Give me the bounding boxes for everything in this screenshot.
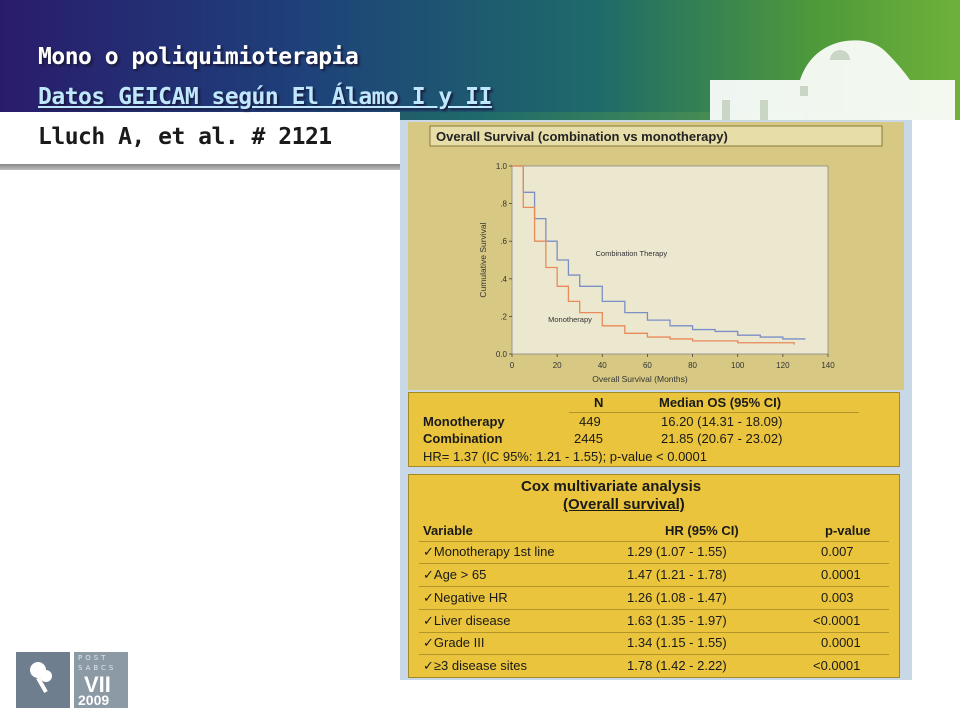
table2-header-hr: HR (95% CI) — [665, 523, 739, 538]
slide-subtitle-link[interactable]: Datos GEICAM según El Álamo I y II — [38, 84, 492, 110]
chart-title-box — [429, 125, 883, 147]
table2-row-pvalue: 0.007 — [821, 544, 854, 559]
ribbon-icon — [30, 662, 52, 693]
table1-footer-hr: HR= 1.37 (IC 95%: 1.21 - 1.55); p-value … — [423, 449, 708, 464]
table2-row-variable: ✓Age > 65 — [423, 567, 487, 582]
table1-row-os: 16.20 (14.31 - 18.09) — [661, 414, 783, 429]
logo-sabcs-text: SABCS — [78, 664, 117, 672]
x-axis-label: Overall Survival (Months) — [592, 374, 688, 384]
table2-row-variable: ✓Monotherapy 1st line — [423, 544, 555, 559]
logo-post-text: POST — [78, 654, 109, 662]
y-tick-label: .4 — [500, 275, 507, 284]
table2-row-rule — [419, 632, 889, 633]
header-banner-strip — [0, 112, 960, 120]
table2-row-hr: 1.78 (1.42 - 2.22) — [627, 658, 727, 673]
logo-roman-numeral: VII — [84, 672, 111, 697]
table2-row-pvalue: 0.0001 — [821, 567, 861, 582]
x-tick-label: 120 — [776, 361, 790, 370]
table2-row-pvalue: 0.003 — [821, 590, 854, 605]
table2-row-variable: ✓≥3 disease sites — [423, 658, 528, 673]
table1-row-n: 449 — [579, 414, 601, 429]
x-tick-label: 140 — [821, 361, 835, 370]
table2-title: Cox multivariate analysis — [521, 478, 702, 495]
series-label-monotherapy: Monotherapy — [548, 315, 592, 324]
table2-row-variable: ✓Grade III — [423, 635, 485, 650]
table2-row-rule — [419, 609, 889, 610]
table2-row-hr: 1.29 (1.07 - 1.55) — [627, 544, 727, 559]
table2-subtitle: (Overall survival) — [563, 496, 685, 513]
table2-row-pvalue: <0.0001 — [813, 658, 861, 673]
chart-title: Overall Survival (combination vs monothe… — [436, 129, 728, 144]
table2-row-rule — [419, 586, 889, 587]
table1-header-median: Median OS (95% CI) — [659, 395, 782, 410]
slide-citation: Lluch A, et al. # 2121 — [38, 124, 332, 150]
y-tick-label: .2 — [500, 312, 507, 321]
y-tick-label: .8 — [500, 200, 507, 209]
table2-row-rule — [419, 654, 889, 655]
logo-text-square — [74, 652, 128, 708]
y-axis-label: Cumulative Survival — [478, 222, 488, 297]
table2-row-hr: 1.26 (1.08 - 1.47) — [627, 590, 727, 605]
title-divider — [0, 164, 400, 170]
logo-year: 2009 — [78, 692, 110, 708]
series-combination-line — [512, 165, 806, 340]
table1-row-os: 21.85 (20.67 - 23.02) — [661, 431, 783, 446]
y-tick-label: 1.0 — [496, 162, 508, 171]
x-tick-label: 40 — [598, 361, 607, 370]
slide-title: Mono o poliquimioterapia — [38, 44, 359, 70]
table2-row-rule — [419, 563, 889, 564]
table2-row-hr: 1.47 (1.21 - 1.78) — [627, 567, 727, 582]
table2-row-hr: 1.34 (1.15 - 1.55) — [627, 635, 727, 650]
x-tick-label: 0 — [510, 361, 515, 370]
cox-analysis-table: Cox multivariate analysis (Overall survi… — [408, 474, 900, 678]
table2-row-pvalue: <0.0001 — [813, 613, 861, 628]
table1-row-label: Monotherapy — [423, 414, 505, 429]
x-tick-label: 100 — [731, 361, 745, 370]
table2-header-pvalue: p-value — [825, 523, 871, 538]
x-tick-label: 20 — [553, 361, 562, 370]
logo-mark-square — [16, 652, 70, 708]
survival-chart: Overall Survival (combination vs monothe… — [408, 122, 904, 390]
series-label-combination: Combination Therapy — [596, 249, 668, 258]
y-tick-label: 0.0 — [496, 350, 508, 359]
sabcs-logo: POST SABCS VII 2009 — [16, 652, 128, 708]
x-tick-label: 60 — [643, 361, 652, 370]
table2-row-pvalue: 0.0001 — [821, 635, 861, 650]
series-monotherapy-line — [512, 165, 795, 345]
table2-rule — [419, 541, 889, 542]
x-tick-label: 80 — [688, 361, 697, 370]
table2-row-variable: ✓Liver disease — [423, 613, 511, 628]
table1-header-n: N — [594, 395, 604, 410]
table1-row-n: 2445 — [574, 431, 603, 446]
table2-header-variable: Variable — [423, 523, 473, 538]
median-os-table: N Median OS (95% CI) Monotherapy 449 16.… — [408, 392, 900, 467]
table2-row-hr: 1.63 (1.35 - 1.97) — [627, 613, 727, 628]
table2-row-variable: ✓Negative HR — [423, 590, 508, 605]
title-backdrop — [0, 112, 400, 164]
table1-row-label: Combination — [423, 431, 503, 446]
table1-rule — [569, 412, 859, 413]
y-tick-label: .6 — [500, 237, 507, 246]
